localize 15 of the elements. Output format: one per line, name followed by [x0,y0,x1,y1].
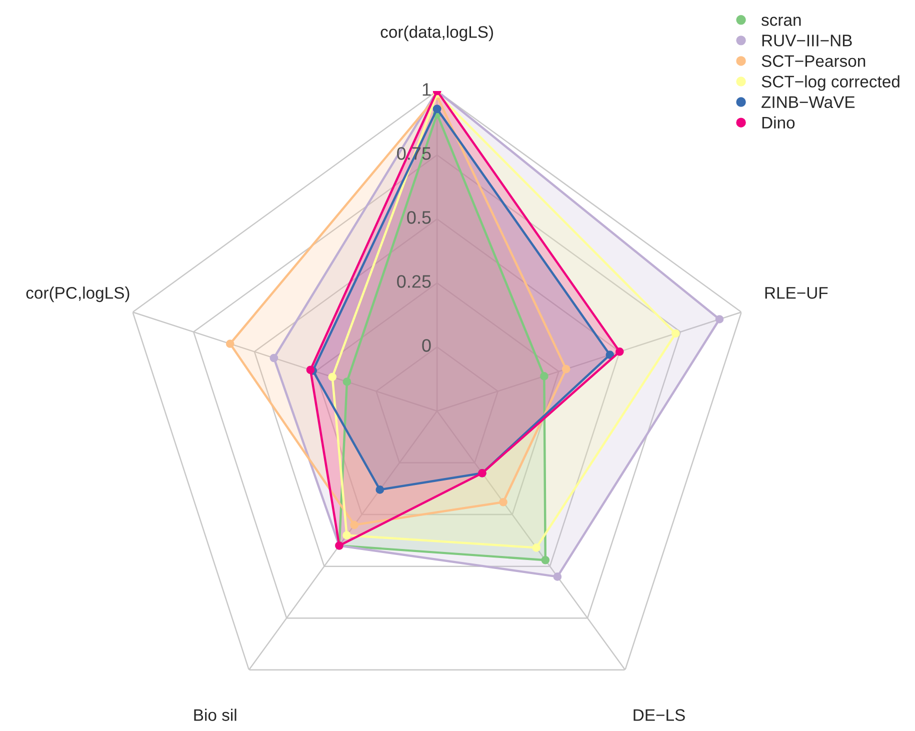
legend-label: SCT−log corrected [762,75,900,91]
legend-label: ZINB−WaVE [762,96,855,108]
spoke-label: DE−LS [634,709,685,721]
y-tick-label: 0.5 [407,211,431,224]
spoke-label: RLE−UF [765,287,828,299]
legend-label: scran [761,16,801,26]
spoke-label: Bio sil [194,708,236,721]
y-tick-label: 0 [422,339,431,352]
spoke-label: cor(data,logLS) [380,26,493,42]
y-tick-label: 0.25 [397,275,431,288]
legend-label: RUV−III−NB [762,34,852,46]
spoke-label: cor(PC,logLS) [26,286,130,302]
legend-label: SCT−Pearson [762,55,866,67]
y-tick-label: 1 [422,83,431,96]
legend-label: Dino [762,116,795,129]
